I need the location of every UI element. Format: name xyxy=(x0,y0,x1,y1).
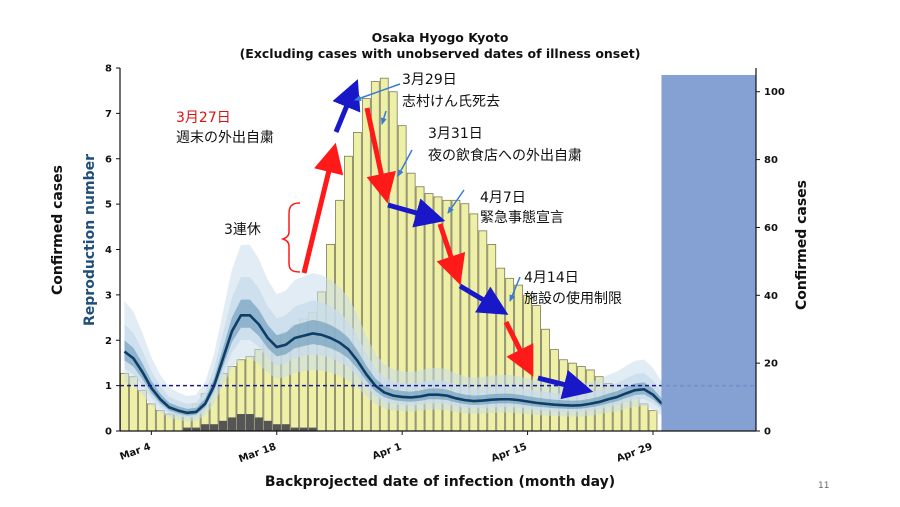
bar-59 xyxy=(648,410,658,432)
y-axis-label-right: Confirmed cases xyxy=(794,180,810,310)
y-left-tick-label-7: 7 xyxy=(105,109,112,120)
trend-arrow-down-3 xyxy=(503,320,534,377)
callout-line-331 xyxy=(397,149,413,177)
imported-bar-15 xyxy=(254,417,263,431)
annotation-text-329: 志村けん氏死去 xyxy=(402,94,500,110)
chart-title: Osaka Hyogo Kyoto xyxy=(372,30,509,45)
bar-58 xyxy=(639,403,649,432)
holiday-label: 3連休 xyxy=(224,222,261,238)
y-left-tick-label-2: 2 xyxy=(105,336,112,347)
callouts xyxy=(354,83,521,302)
imported-bar-7 xyxy=(183,427,192,431)
imported-bar-13 xyxy=(236,414,245,431)
shaded-region-layer xyxy=(661,75,756,431)
callout-line-414 xyxy=(509,276,521,302)
callout-line-329b xyxy=(380,110,387,125)
trend-arrow-up-2 xyxy=(332,79,361,133)
holiday-bracket xyxy=(280,202,301,273)
trend-arrow-down-1 xyxy=(364,107,396,204)
r-band-inner xyxy=(124,299,662,416)
y-left-tick-label-6: 6 xyxy=(105,154,112,165)
trend-arrow-up-1 xyxy=(301,142,344,274)
imported-bar-9 xyxy=(201,424,210,431)
trend-arrow-down-2 xyxy=(436,223,466,286)
bar-3 xyxy=(146,403,156,432)
imported-bar-17 xyxy=(272,424,281,431)
x-axis-label: Backprojected date of infection (month d… xyxy=(265,474,615,490)
callout-line-329 xyxy=(354,83,401,101)
y-left-tick-label-1: 1 xyxy=(105,381,112,392)
y-left-tick-label-3: 3 xyxy=(105,290,112,301)
y-left-tick-label-5: 5 xyxy=(105,200,112,211)
annotation-text-414: 施設の使用制限 xyxy=(524,290,622,307)
x-tick-label-0: Mar 4 xyxy=(118,441,152,462)
callout-line-47 xyxy=(447,189,465,214)
imported-bar-14 xyxy=(245,414,254,431)
y-left-tick-label-8: 8 xyxy=(105,64,112,75)
annotation-text-47: 緊急事態宣言 xyxy=(480,210,564,226)
imported-bar-10 xyxy=(210,424,219,431)
imported-bar-8 xyxy=(192,427,201,431)
r-line-layer xyxy=(120,313,756,415)
imported-bar-21 xyxy=(308,427,317,431)
y-right-tick-label-1: 20 xyxy=(764,359,778,370)
imported-bar-16 xyxy=(263,420,272,431)
x-tick-label-1: Mar 18 xyxy=(237,441,277,465)
x-tick-label-4: Apr 29 xyxy=(615,441,654,464)
y-axis-label-inner: Reproduction number xyxy=(82,154,98,326)
y-left-tick-label-4: 4 xyxy=(105,245,112,256)
imported-bar-19 xyxy=(290,427,299,431)
annotation-date-414: 4月14日 xyxy=(524,270,579,286)
y-right-tick-label-4: 80 xyxy=(764,155,778,166)
y-left-tick-label-0: 0 xyxy=(105,427,112,438)
annotation-date-327: 3月27日 xyxy=(176,110,231,126)
page-number: 11 xyxy=(818,481,829,491)
y-axis-label-outer: Confirmed cases xyxy=(50,165,66,295)
annotation-date-47: 4月7日 xyxy=(480,190,526,206)
imported-bar-12 xyxy=(227,417,236,431)
x-tick-label-2: Apr 1 xyxy=(371,441,403,462)
imported-bar-20 xyxy=(299,427,308,431)
y-right-tick-label-5: 100 xyxy=(764,87,785,98)
trend-arrow-flat-2 xyxy=(458,283,509,315)
annotation-text-331: 夜の飲食店への外出自粛 xyxy=(428,147,582,164)
bar-25 xyxy=(344,155,353,432)
y-right-tick-label-2: 40 xyxy=(764,291,778,302)
x-tick-label-3: Apr 15 xyxy=(490,441,529,464)
r-bands-layer xyxy=(124,244,662,422)
y-right-tick-label-0: 0 xyxy=(764,427,771,438)
y-right-tick-label-3: 60 xyxy=(764,223,778,234)
imported-bar-11 xyxy=(219,420,227,431)
shaded-region xyxy=(661,75,756,431)
imported-bar-18 xyxy=(281,424,290,431)
annotation-date-329: 3月29日 xyxy=(402,72,457,88)
trend-arrow-flat-3 xyxy=(537,369,594,400)
annotation-date-331: 3月31日 xyxy=(428,126,483,142)
trend-arrow-flat-1 xyxy=(387,198,446,228)
annotation-text-327: 週末の外出自粛 xyxy=(176,130,274,146)
chart-subtitle: (Excluding cases with unobserved dates o… xyxy=(240,46,641,61)
trend-arrows xyxy=(301,79,594,400)
